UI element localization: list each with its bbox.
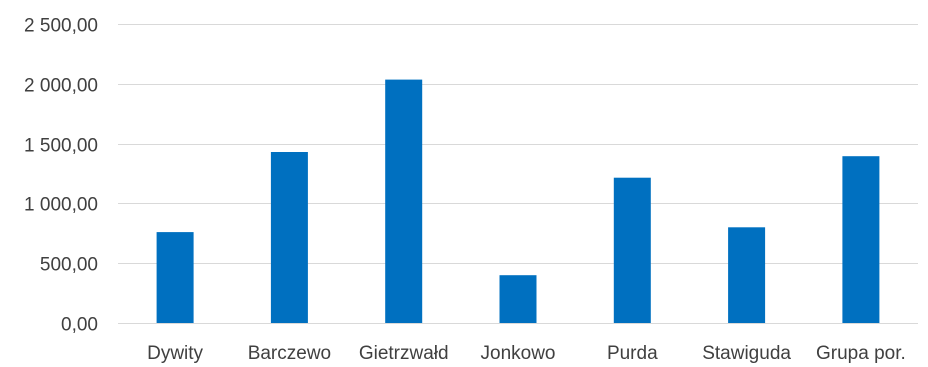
bars [156,79,880,323]
x-category-label: Grupa por. [816,343,906,364]
bar [156,232,194,323]
gridlines [118,24,918,324]
y-tick-label: 500,00 [40,255,98,276]
y-tick-label: 1 000,00 [24,195,98,216]
x-category-label: Gietrzwałd [359,343,449,364]
y-tick-label: 1 500,00 [24,136,98,157]
y-axis-tick-labels: 0,00 500,00 1 000,00 1 500,00 2 000,00 2 500,… [24,16,98,336]
x-category-label: Purda [607,343,658,364]
y-tick-label: 0,00 [61,315,98,336]
x-category-label: Barczewo [248,343,331,364]
bar [842,156,880,323]
bar [728,227,766,323]
x-category-label: Dywity [147,343,203,364]
bar [270,152,308,323]
y-tick-label: 2 500,00 [24,16,98,37]
x-axis-category-labels: Dywity Barczewo Gietrzwałd Jonkowo Purda Staw… [147,343,906,364]
x-category-label: Jonkowo [481,343,556,364]
x-category-label: Stawiguda [702,343,791,364]
bar [385,79,423,323]
bar [499,275,537,323]
bar [613,177,651,323]
y-tick-label: 2 000,00 [24,76,98,97]
